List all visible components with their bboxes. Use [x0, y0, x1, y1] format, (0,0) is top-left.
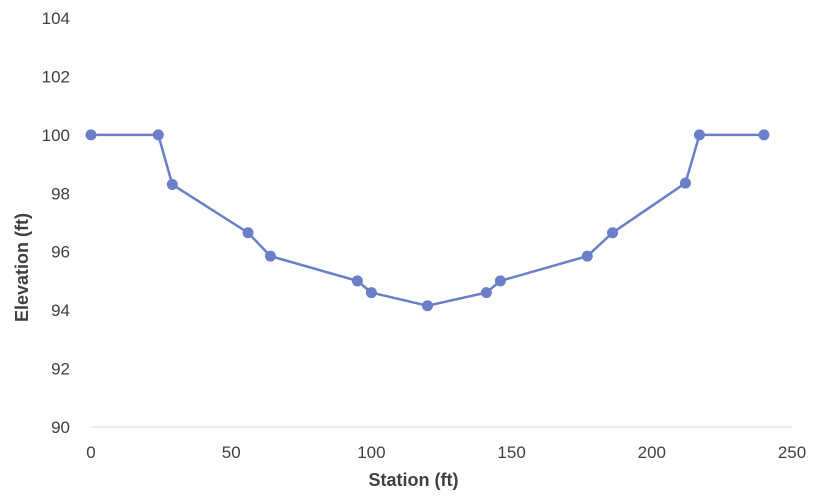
y-tick-label: 92 [51, 360, 70, 379]
y-tick-label: 96 [51, 243, 70, 262]
x-tick-label: 150 [497, 443, 525, 462]
x-tick-label: 0 [86, 443, 95, 462]
x-tick-label: 100 [357, 443, 385, 462]
y-tick-label: 98 [51, 184, 70, 203]
data-point [365, 287, 377, 299]
x-axis-ticks: 0 50 100 150 200 250 [86, 443, 806, 462]
data-point [264, 250, 276, 262]
data-point [693, 129, 705, 141]
data-point [480, 287, 492, 299]
data-point [152, 129, 164, 141]
y-axis-title: Elevation (ft) [12, 213, 32, 322]
series-line [91, 133, 764, 308]
data-point [421, 300, 433, 312]
y-axis-ticks: 90 92 94 96 98 100 102 104 [42, 9, 70, 437]
y-tick-label: 90 [51, 418, 70, 437]
y-tick-label: 100 [42, 126, 70, 145]
data-point [581, 250, 593, 262]
y-tick-label: 104 [42, 9, 70, 28]
data-point [679, 177, 691, 189]
data-point [242, 227, 254, 239]
data-point [85, 129, 97, 141]
x-tick-label: 250 [778, 443, 806, 462]
data-point [607, 227, 619, 239]
data-point [166, 179, 178, 191]
y-tick-label: 94 [51, 301, 70, 320]
x-tick-label: 200 [638, 443, 666, 462]
data-point [758, 129, 770, 141]
x-tick-label: 50 [222, 443, 241, 462]
data-point [351, 275, 363, 287]
data-point [494, 275, 506, 287]
x-axis-title: Station (ft) [369, 470, 459, 490]
y-tick-label: 102 [42, 67, 70, 86]
series-group [85, 129, 770, 312]
